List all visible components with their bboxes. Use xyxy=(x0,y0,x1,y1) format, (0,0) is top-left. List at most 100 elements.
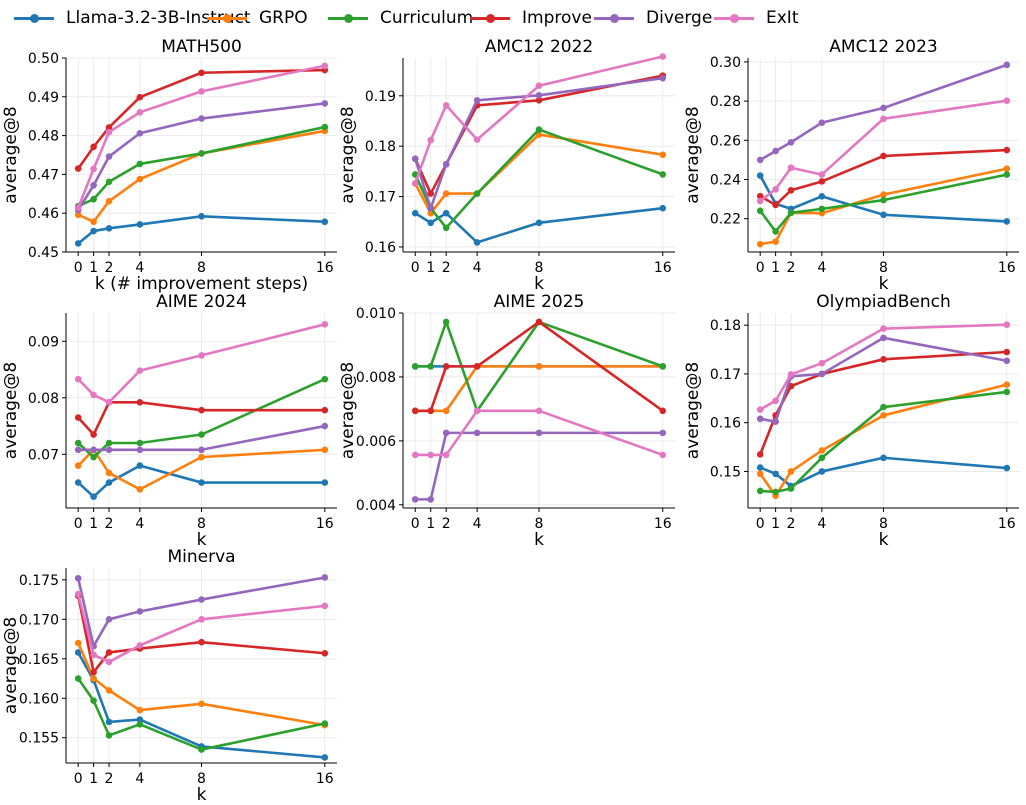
legend-marker xyxy=(30,13,39,23)
data-point xyxy=(880,334,887,342)
data-point xyxy=(427,363,435,370)
data-point xyxy=(880,152,887,160)
x-tick-label: 8 xyxy=(879,260,888,276)
chart-panel: 0.155 0.160 0.165 0.170 0.175 0 1 2 4 8 16 Minerva k… xyxy=(1,547,337,805)
data-point xyxy=(90,453,97,461)
legend-swatch xyxy=(714,13,754,23)
data-point xyxy=(411,209,419,217)
y-axis-label: average@8 xyxy=(1,106,21,203)
data-point xyxy=(74,204,82,212)
x-tick-label: 16 xyxy=(654,516,672,532)
legend-swatch xyxy=(328,13,368,23)
data-point xyxy=(321,218,329,226)
series-line xyxy=(76,576,326,648)
y-tick-label: 0.175 xyxy=(19,573,59,589)
data-point xyxy=(756,451,764,458)
data-point xyxy=(1003,357,1011,365)
data-point xyxy=(818,370,826,378)
data-point xyxy=(772,397,779,405)
data-point xyxy=(442,318,450,326)
data-point xyxy=(198,596,205,603)
legend-marker xyxy=(730,13,739,23)
x-tick-label: 16 xyxy=(998,516,1016,532)
data-point xyxy=(787,138,795,146)
legend-marker xyxy=(610,13,619,23)
data-point xyxy=(105,616,113,623)
data-point xyxy=(1003,464,1011,472)
data-point xyxy=(90,218,97,226)
x-tick-label: 2 xyxy=(442,260,451,276)
data-point xyxy=(756,487,764,495)
data-point xyxy=(136,721,144,728)
data-point xyxy=(427,204,435,212)
data-point xyxy=(90,143,97,151)
chart-panel: 0.07 0.08 0.09 0 1 2 4 8 16 AIME 2024 k average@8 xyxy=(1,292,337,550)
x-tick-label: 0 xyxy=(74,771,83,787)
data-point xyxy=(756,464,764,471)
data-point xyxy=(756,240,764,248)
data-point xyxy=(198,453,205,461)
data-point xyxy=(90,431,97,438)
y-tick-label: 0.49 xyxy=(28,90,59,106)
x-tick-label: 16 xyxy=(316,516,334,532)
data-point xyxy=(136,367,144,374)
data-point xyxy=(136,462,144,469)
data-point xyxy=(659,451,667,459)
data-point xyxy=(198,115,205,122)
data-point xyxy=(321,62,329,70)
x-tick-label: 16 xyxy=(316,260,334,276)
data-point xyxy=(321,422,329,430)
x-tick-label: 0 xyxy=(756,260,765,276)
data-point xyxy=(136,399,144,406)
data-point xyxy=(442,451,450,459)
data-point xyxy=(442,363,450,370)
legend: Llama-3.2-3B-Instruct GRPO Curriculum Impro… xyxy=(0,0,1026,36)
data-point xyxy=(198,88,205,95)
data-point xyxy=(90,493,97,500)
x-tick-label: 2 xyxy=(787,516,796,532)
y-axis-label: average@8 xyxy=(683,362,703,459)
y-tick-label: 0.160 xyxy=(19,691,59,707)
x-tick-label: 4 xyxy=(817,260,826,276)
data-point xyxy=(198,406,205,414)
y-axis-label: average@8 xyxy=(338,106,358,203)
x-tick-label: 16 xyxy=(654,260,672,276)
x-axis-label: k xyxy=(534,274,544,294)
data-point xyxy=(136,221,144,228)
data-point xyxy=(535,318,543,326)
chart-panel: 0.22 0.24 0.26 0.28 0.30 0 1 2 4 8 16 AMC12 2023 k av… xyxy=(683,37,1019,294)
x-axis-label: k (# improvement steps) xyxy=(95,274,308,294)
data-point xyxy=(772,201,779,209)
data-point xyxy=(756,156,764,164)
data-point xyxy=(90,446,97,454)
data-point xyxy=(659,151,667,159)
data-point xyxy=(880,325,887,332)
data-point xyxy=(411,451,419,459)
data-point xyxy=(427,190,435,197)
data-point xyxy=(427,219,435,227)
data-point xyxy=(321,406,329,414)
data-point xyxy=(473,407,481,415)
data-point xyxy=(198,700,205,708)
y-tick-label: 0.45 xyxy=(28,245,59,261)
data-point xyxy=(427,496,435,503)
x-tick-label: 4 xyxy=(135,771,144,787)
data-point xyxy=(90,668,97,676)
y-tick-label: 0.008 xyxy=(356,370,396,386)
data-point xyxy=(198,213,205,220)
data-point xyxy=(818,171,826,178)
legend-swatch xyxy=(470,13,510,23)
x-tick-label: 8 xyxy=(535,260,544,276)
data-point xyxy=(105,225,113,232)
data-point xyxy=(756,172,764,179)
x-tick-label: 4 xyxy=(135,260,144,276)
data-point xyxy=(772,185,779,193)
legend-label: Diverge xyxy=(646,8,713,28)
data-point xyxy=(787,485,795,492)
data-point xyxy=(90,195,97,203)
data-point xyxy=(1003,97,1011,105)
x-tick-label: 2 xyxy=(787,260,796,276)
data-point xyxy=(818,205,826,213)
